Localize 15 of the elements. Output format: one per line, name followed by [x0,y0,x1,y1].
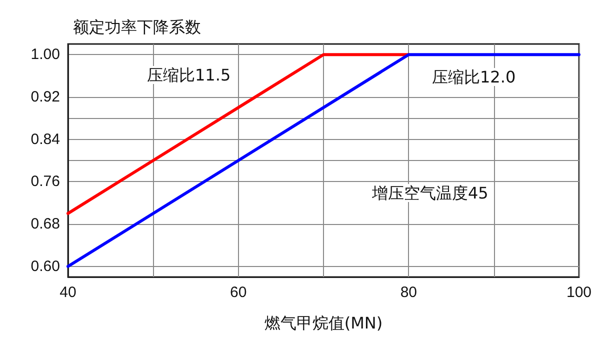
y-tick-label: 0.92 [30,88,60,106]
x-tick-label: 80 [400,284,418,301]
annotation: 压缩比12.0 [432,68,516,86]
x-axis-title: 燃气甲烷值(MN) [264,314,383,332]
x-tick-label: 60 [230,284,247,301]
x-tick-label: 40 [60,284,76,301]
y-tick-label: 0.76 [30,173,60,190]
y-tick-label: 0.84 [30,130,60,148]
annotation: 压缩比11.5 [147,66,231,84]
annotation: 增压空气温度45 [371,184,488,202]
y-axis-title: 额定功率下降系数 [73,18,201,36]
y-tick-label: 0.60 [30,258,60,275]
x-tick-label: 100 [566,284,592,301]
y-tick-label: 1.00 [30,46,60,64]
y-tick-label: 0.68 [30,216,60,233]
